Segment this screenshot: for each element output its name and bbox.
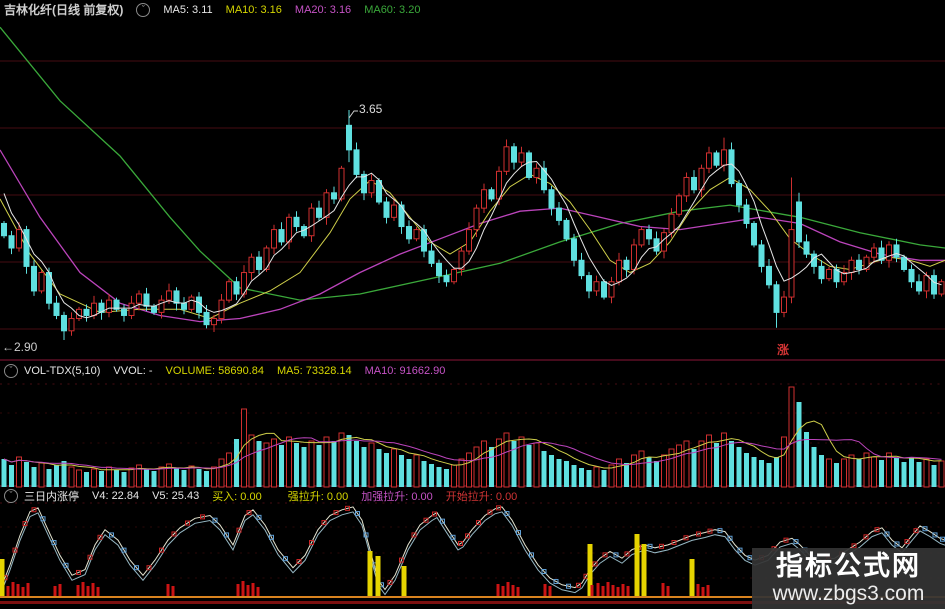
chevron-down-icon[interactable]: ˇ	[136, 2, 151, 17]
buy-value: 买入: 0.00	[212, 490, 262, 503]
watermark-site-url: www.zbgs3.com	[772, 581, 925, 605]
low-price-annotation: ←2.90	[2, 340, 38, 354]
rise-marker-badge: 涨	[777, 343, 790, 357]
stronger-pull-value: 加强拉升: 0.00	[361, 490, 433, 503]
ma60-value: MA60: 3.20	[364, 3, 421, 16]
chevron-down-icon[interactable]: ˇ	[4, 488, 18, 503]
vol-ma5-value: MA5: 73328.14	[277, 364, 352, 377]
strong-pull-value: 强拉升: 0.00	[287, 490, 349, 503]
ma10-value: MA10: 3.16	[225, 3, 282, 16]
watermark-site-name: 指标公式网	[776, 551, 921, 582]
ma5-value: MA5: 3.11	[163, 3, 213, 16]
high-price-annotation: 3.65	[359, 102, 383, 116]
indicator-header: ˇ 三日内涨停 V4: 22.84 V5: 25.43 买入: 0.00 强拉升…	[2, 488, 517, 503]
volume-panel[interactable]	[0, 385, 945, 485]
v5-value: V5: 25.43	[152, 489, 200, 502]
chevron-down-icon[interactable]: ˇ	[4, 363, 18, 378]
volume-header: ˇ VOL-TDX(5,10) VVOL: - VOLUME: 58690.84…	[2, 363, 445, 378]
watermark: 指标公式网 www.zbgs3.com	[752, 548, 945, 609]
volume-indicator-name: VOL-TDX(5,10)	[24, 364, 101, 377]
vol-ma10-value: MA10: 91662.90	[364, 364, 446, 377]
main-chart-header: 吉林化纤(日线 前复权) ˇ MA5: 3.11 MA10: 3.16 MA20…	[2, 2, 420, 17]
stock-title: 吉林化纤(日线 前复权)	[4, 3, 124, 17]
start-pull-value: 开始拉升: 0.00	[445, 490, 518, 503]
main-chart-panel[interactable]	[0, 18, 945, 358]
ma20-value: MA20: 3.16	[294, 3, 352, 16]
indicator-name: 三日内涨停	[24, 490, 79, 503]
v4-value: V4: 22.84	[92, 489, 140, 502]
volume-value: VOLUME: 58690.84	[165, 364, 264, 377]
vvol-value: VVOL: -	[113, 364, 153, 377]
